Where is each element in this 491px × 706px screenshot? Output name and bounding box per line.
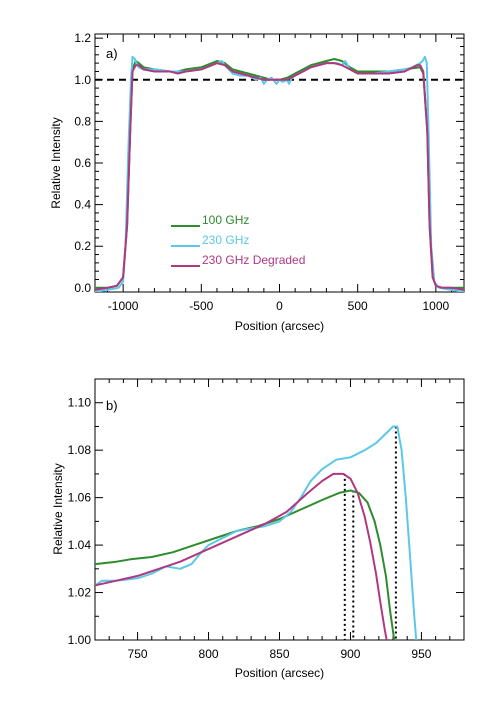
y-axis-title-a: Relative Intensity bbox=[49, 117, 63, 208]
x-tick-label-b: 750 bbox=[128, 647, 148, 661]
panel-label-a: a) bbox=[106, 46, 118, 61]
legend-label-100-ghz: 100 GHz bbox=[202, 213, 249, 227]
y-tick-label-a: 1.2 bbox=[74, 31, 91, 45]
x-tick-label-a: -500 bbox=[189, 299, 213, 313]
peak-markers-b bbox=[343, 426, 397, 640]
x-tick-label-b: 950 bbox=[411, 647, 431, 661]
y-tick-label-b: 1.00 bbox=[68, 633, 92, 647]
y-tick-label-a: 0.4 bbox=[74, 198, 91, 212]
legend-label-230-ghz: 230 GHz bbox=[202, 233, 249, 247]
y-tick-label-b: 1.10 bbox=[68, 396, 92, 410]
x-tick-label-b: 900 bbox=[340, 647, 360, 661]
y-tick-label-b: 1.04 bbox=[68, 538, 92, 552]
legend-label-230-ghz-degraded: 230 GHz Degraded bbox=[202, 253, 305, 267]
y-tick-label-a: 0.6 bbox=[74, 156, 91, 170]
series-group-b bbox=[95, 425, 418, 640]
series-line-230-ghz-degraded bbox=[95, 62, 464, 291]
x-tick-label-a: 500 bbox=[348, 299, 368, 313]
panel-b: 1.00 1.02 1.04 1.06 1.08 1.10 750 800 850 900 950… bbox=[51, 378, 465, 680]
x-tick-label-a: 0 bbox=[276, 299, 283, 313]
y-tick-label-b: 1.06 bbox=[68, 491, 92, 505]
x-tick-label-b: 800 bbox=[199, 647, 219, 661]
y-axis-title-b: Relative Intensity bbox=[51, 463, 65, 554]
x-tick-label-a: 1000 bbox=[423, 299, 450, 313]
y-tick-label-a: 0.8 bbox=[74, 114, 91, 128]
y-tick-label-a: 0.2 bbox=[74, 239, 91, 253]
y-axis-ticks-b: 1.00 1.02 1.04 1.06 1.08 1.10 bbox=[68, 396, 464, 647]
panel-a: 0.00.20.40.60.81.01.2 -1000 -500 0 500 1000 … bbox=[49, 31, 465, 333]
x-axis-title-b: Position (arcsec) bbox=[235, 666, 324, 680]
y-tick-label-a: 1.0 bbox=[74, 73, 91, 87]
series-line-100-ghz bbox=[95, 489, 396, 640]
legend-a: 100 GHz 230 GHz 230 GHz Degraded bbox=[171, 213, 305, 267]
y-tick-label-b: 1.02 bbox=[68, 586, 92, 600]
x-tick-label-a: -1000 bbox=[108, 299, 139, 313]
y-tick-label-a: 0.0 bbox=[74, 281, 91, 295]
x-axis-ticks-b: 750 800 850 900 950 bbox=[94, 379, 465, 661]
x-axis-ticks-a: -1000 -500 0 500 1000 bbox=[107, 34, 452, 313]
series-group-a bbox=[95, 55, 464, 292]
x-axis-title-a: Position (arcsec) bbox=[235, 319, 324, 333]
plot-frame-b bbox=[94, 378, 465, 641]
y-tick-label-b: 1.08 bbox=[68, 443, 92, 457]
panel-label-b: b) bbox=[106, 398, 118, 413]
series-line-230-ghz-degraded bbox=[95, 472, 388, 640]
x-tick-label-b: 850 bbox=[269, 647, 289, 661]
